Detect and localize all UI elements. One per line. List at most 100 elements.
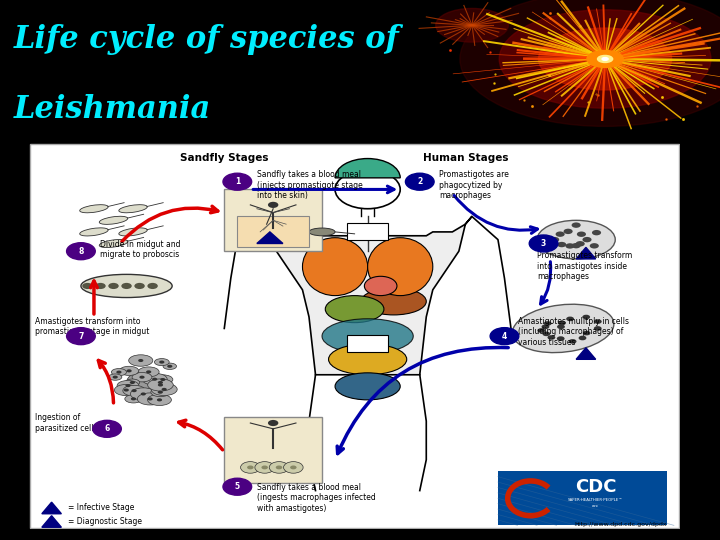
Circle shape xyxy=(108,283,119,289)
Circle shape xyxy=(135,283,145,289)
Circle shape xyxy=(157,399,162,401)
Circle shape xyxy=(541,325,549,329)
Ellipse shape xyxy=(132,373,152,382)
Circle shape xyxy=(130,381,135,384)
Polygon shape xyxy=(42,516,61,527)
Circle shape xyxy=(539,28,672,90)
Text: = Diagnostic Stage: = Diagnostic Stage xyxy=(68,517,142,526)
Circle shape xyxy=(255,462,274,473)
Ellipse shape xyxy=(119,205,148,213)
Ellipse shape xyxy=(151,388,170,397)
Circle shape xyxy=(161,378,166,381)
Circle shape xyxy=(550,237,559,242)
Circle shape xyxy=(577,232,586,237)
Ellipse shape xyxy=(513,304,614,353)
Circle shape xyxy=(594,326,602,330)
Circle shape xyxy=(405,173,434,190)
Ellipse shape xyxy=(130,388,156,400)
Circle shape xyxy=(592,230,601,235)
Circle shape xyxy=(152,377,157,381)
Text: Sandfly Stages: Sandfly Stages xyxy=(180,153,269,163)
Circle shape xyxy=(582,331,590,335)
Ellipse shape xyxy=(322,319,413,354)
Ellipse shape xyxy=(302,238,368,295)
Circle shape xyxy=(557,242,567,247)
Circle shape xyxy=(269,462,289,473)
Circle shape xyxy=(124,388,129,392)
Ellipse shape xyxy=(148,379,174,391)
Text: 2: 2 xyxy=(417,177,423,186)
Ellipse shape xyxy=(335,373,400,400)
Ellipse shape xyxy=(80,228,108,236)
Text: = Infective Stage: = Infective Stage xyxy=(68,503,134,512)
Circle shape xyxy=(117,370,122,374)
Circle shape xyxy=(125,384,130,387)
Polygon shape xyxy=(42,502,61,514)
Circle shape xyxy=(66,328,95,345)
Text: Amastigotes mulitply in cells
(including macrophages) of
various tissues: Amastigotes mulitply in cells (including… xyxy=(518,317,629,347)
Circle shape xyxy=(158,390,163,394)
Circle shape xyxy=(572,222,581,228)
Text: 6: 6 xyxy=(104,424,109,433)
Ellipse shape xyxy=(120,366,139,375)
Circle shape xyxy=(556,232,564,237)
FancyBboxPatch shape xyxy=(347,335,389,353)
Circle shape xyxy=(436,9,508,42)
Ellipse shape xyxy=(129,355,153,366)
Ellipse shape xyxy=(309,228,335,236)
Text: 7: 7 xyxy=(78,332,84,341)
Circle shape xyxy=(537,328,545,333)
Ellipse shape xyxy=(328,344,407,375)
Ellipse shape xyxy=(138,367,159,377)
Circle shape xyxy=(140,393,146,395)
Circle shape xyxy=(542,332,550,336)
Circle shape xyxy=(148,283,158,289)
Circle shape xyxy=(82,283,93,289)
Ellipse shape xyxy=(153,375,173,384)
Circle shape xyxy=(566,316,574,321)
Ellipse shape xyxy=(163,363,176,369)
Text: 5: 5 xyxy=(235,482,240,491)
Circle shape xyxy=(557,325,565,329)
Ellipse shape xyxy=(81,274,172,298)
Ellipse shape xyxy=(114,384,138,396)
Circle shape xyxy=(158,383,163,387)
Circle shape xyxy=(132,389,137,392)
Ellipse shape xyxy=(109,374,122,380)
Circle shape xyxy=(587,51,624,68)
Circle shape xyxy=(161,388,167,391)
FancyBboxPatch shape xyxy=(225,190,322,251)
Circle shape xyxy=(131,397,136,400)
Circle shape xyxy=(158,381,163,384)
Text: Sandfly takes a blood meal
(ingests macrophages infected
with amastigotes): Sandfly takes a blood meal (ingests macr… xyxy=(257,483,376,512)
Circle shape xyxy=(268,420,279,426)
Circle shape xyxy=(594,319,602,324)
Circle shape xyxy=(290,465,297,469)
Circle shape xyxy=(564,228,572,234)
Polygon shape xyxy=(576,348,595,359)
Ellipse shape xyxy=(125,379,140,386)
Ellipse shape xyxy=(119,228,148,236)
Circle shape xyxy=(112,375,118,379)
Ellipse shape xyxy=(138,393,163,405)
Ellipse shape xyxy=(325,295,384,322)
Ellipse shape xyxy=(149,377,172,388)
Circle shape xyxy=(240,462,260,473)
Ellipse shape xyxy=(151,383,177,395)
Ellipse shape xyxy=(112,369,127,376)
Text: Promastigotes are
phagocytized by
macrophages: Promastigotes are phagocytized by macrop… xyxy=(439,170,509,200)
Circle shape xyxy=(66,242,95,260)
Text: 8: 8 xyxy=(78,247,84,256)
Circle shape xyxy=(276,465,282,469)
Circle shape xyxy=(127,371,166,394)
Circle shape xyxy=(547,335,555,340)
Ellipse shape xyxy=(361,288,426,315)
Text: www: www xyxy=(593,504,599,508)
Circle shape xyxy=(598,56,613,63)
Text: Leishmania: Leishmania xyxy=(14,94,211,125)
Circle shape xyxy=(569,339,577,344)
Ellipse shape xyxy=(364,276,397,295)
Text: Sandfly takes a blood meal
(injects promastigote stage
into the skin): Sandfly takes a blood meal (injects prom… xyxy=(257,170,363,200)
Circle shape xyxy=(490,328,519,345)
Circle shape xyxy=(575,241,585,246)
